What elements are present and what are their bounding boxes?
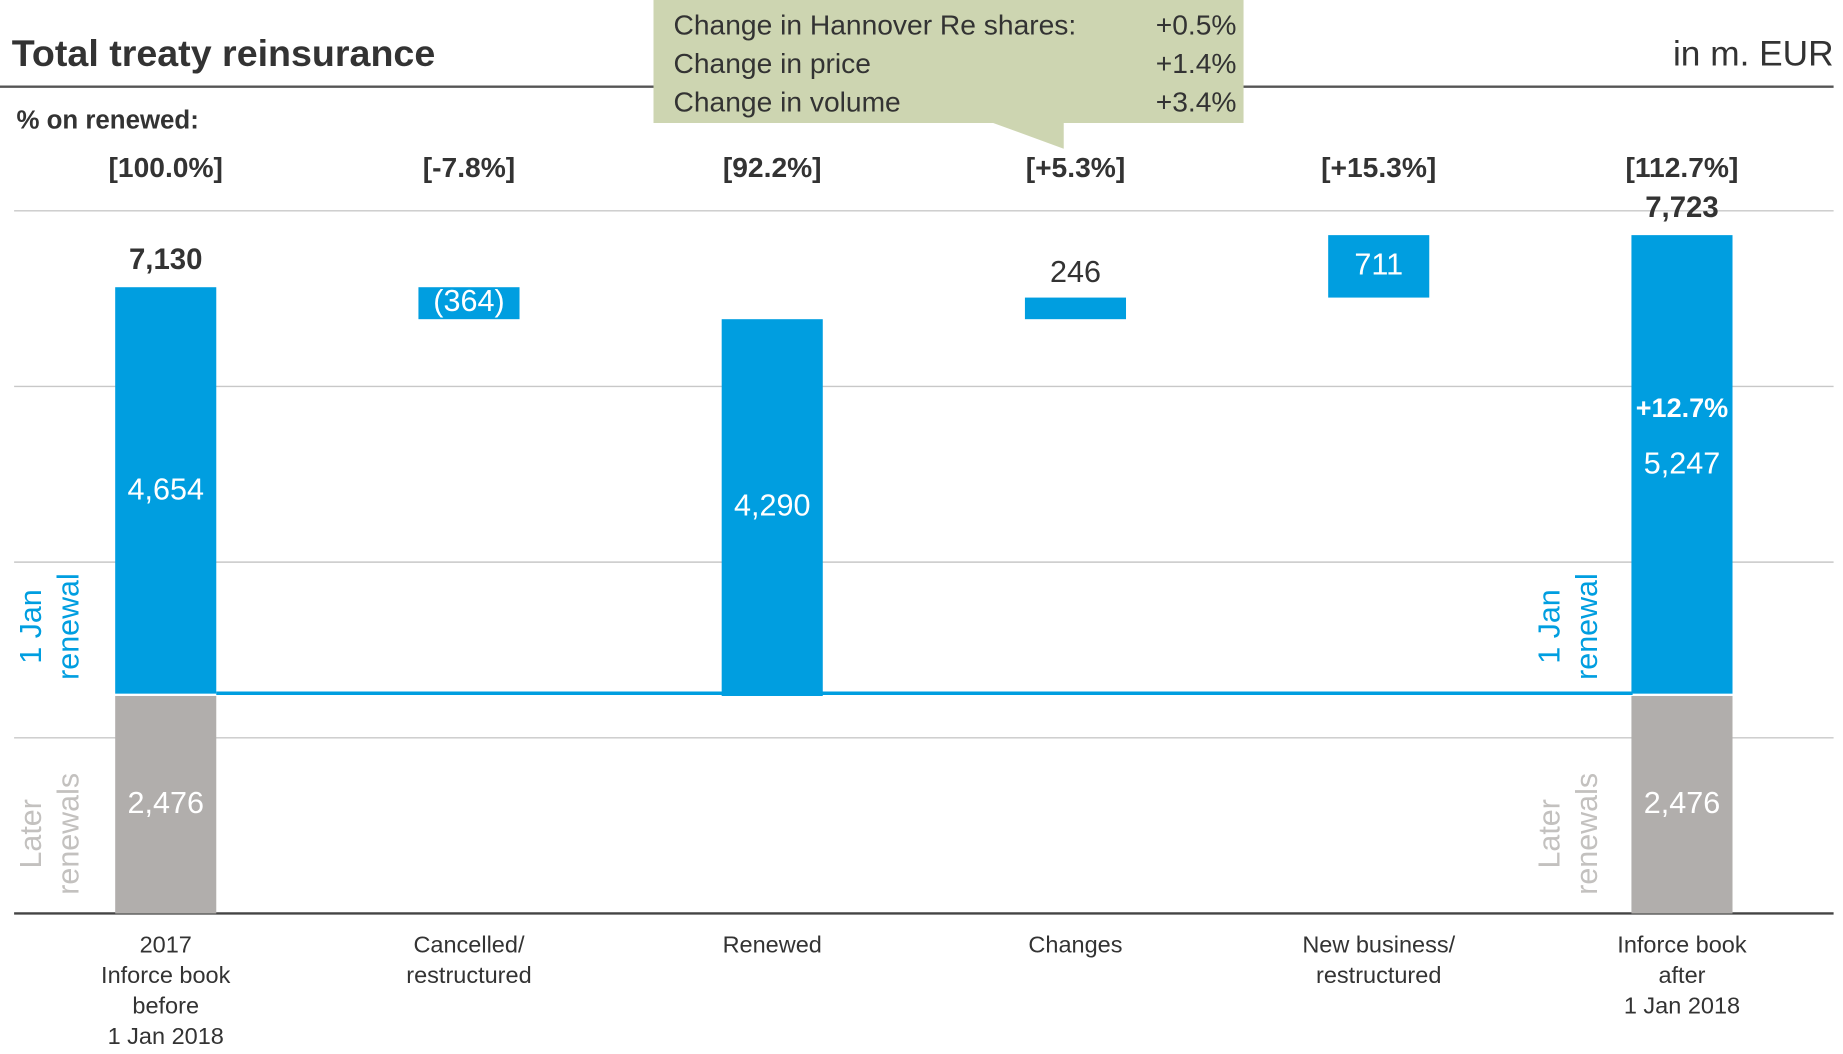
percent-label: [+5.3%] (1026, 152, 1126, 183)
series-label: 1 Jan (1533, 589, 1567, 663)
bar-value-label: 5,247 (1644, 447, 1720, 481)
x-tick-label: restructured (1316, 962, 1441, 988)
x-tick-label: 1 Jan 2018 (1624, 992, 1740, 1018)
unit-label: in m. EUR (1673, 35, 1834, 74)
x-tick-label: Renewed (723, 931, 822, 957)
x-tick-label: Cancelled/ (413, 931, 525, 957)
callout-value: +3.4% (1156, 87, 1237, 118)
percent-label: [100.0%] (109, 152, 223, 183)
total-label: 7,130 (129, 243, 203, 276)
x-tick-label: Inforce book (101, 962, 231, 988)
x-tick-label: Changes (1028, 931, 1122, 957)
bar-renewal (418, 287, 520, 320)
bar-value-label: 246 (1050, 255, 1101, 289)
series-label: renewals (1570, 773, 1604, 895)
x-tick-label: restructured (406, 962, 531, 988)
x-tick-label: New business/ (1302, 931, 1455, 957)
bar-later (1631, 695, 1733, 914)
series-label: renewals (52, 773, 86, 895)
series-label: Later (1533, 799, 1567, 868)
percent-label: [92.2%] (723, 152, 822, 183)
bar-renewal (1024, 297, 1127, 320)
bar-renewal (721, 319, 823, 696)
x-tick-label: after (1658, 962, 1705, 988)
bar-value-label: 4,654 (127, 473, 204, 507)
x-tick-label: Inforce book (1617, 931, 1747, 957)
callout-value: +1.4% (1156, 48, 1237, 79)
bar-value-label: 2,476 (1644, 786, 1720, 820)
chart-title: Total treaty reinsurance (12, 32, 436, 74)
bar-renewal (1328, 235, 1430, 298)
percent-label: [-7.8%] (423, 152, 515, 183)
series-label: Later (14, 799, 48, 868)
series-label: 1 Jan (14, 589, 48, 663)
bar-value-label: 4,290 (734, 489, 810, 523)
percent-label: [112.7%] (1626, 152, 1739, 183)
callout-value: +0.5% (1156, 9, 1237, 40)
callout-label: Change in volume (673, 87, 900, 118)
series-label: renewal (52, 573, 86, 680)
bar-renewal (115, 287, 217, 694)
bar-value-label: 711 (1354, 247, 1403, 281)
bar-renewal (1631, 235, 1733, 694)
percent-caption: % on renewed: (16, 107, 198, 135)
series-label: renewal (1570, 573, 1604, 680)
callout-label: Change in price (673, 48, 870, 79)
x-tick-label: 1 Jan 2018 (108, 1023, 224, 1049)
percent-label: [+15.3%] (1321, 152, 1436, 183)
x-tick-label: before (132, 992, 199, 1018)
bar-value-label: (364) (433, 284, 504, 318)
x-tick-label: 2017 (140, 931, 192, 957)
total-label: 7,723 (1645, 191, 1719, 224)
callout-box (653, 0, 1244, 149)
growth-label: +12.7% (1636, 393, 1728, 423)
callout-label: Change in Hannover Re shares: (673, 9, 1076, 40)
bar-value-label: 2,476 (127, 786, 203, 820)
bar-later (115, 695, 217, 914)
